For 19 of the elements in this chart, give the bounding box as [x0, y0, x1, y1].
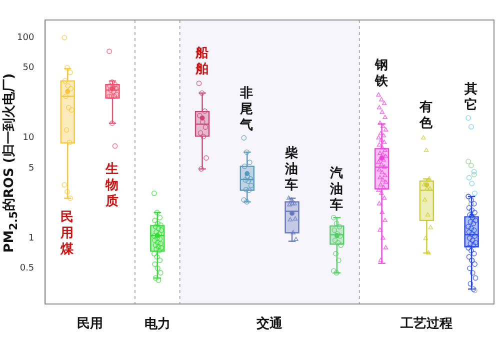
x-tick-label: 生物质	[106, 162, 120, 210]
y-tick-label: 10	[22, 133, 34, 144]
x-tick-label: 船舶	[195, 46, 210, 78]
x-tick-label: 其它	[464, 82, 479, 114]
x-tick-label: 汽油车	[330, 166, 344, 214]
x-tick-label: 钢铁	[374, 58, 389, 90]
y-tick-label: 1	[28, 233, 34, 244]
y-tick-label: 50	[22, 63, 34, 74]
x-tick-label: 有色	[420, 100, 434, 132]
x-tick-label: 非尾气	[240, 86, 254, 134]
y-tick-label: 0.5	[20, 264, 34, 274]
text: 民用	[77, 316, 104, 332]
x-tick-label: 柴油车	[285, 146, 300, 194]
text: 工艺过程	[400, 316, 453, 332]
y-tick-label: 100	[16, 32, 34, 43]
x-tick-label: 电力	[144, 316, 170, 333]
y-tick-label: 5	[28, 163, 34, 174]
x-tick-label: 民用煤	[60, 210, 75, 258]
text: 交通	[256, 315, 284, 332]
